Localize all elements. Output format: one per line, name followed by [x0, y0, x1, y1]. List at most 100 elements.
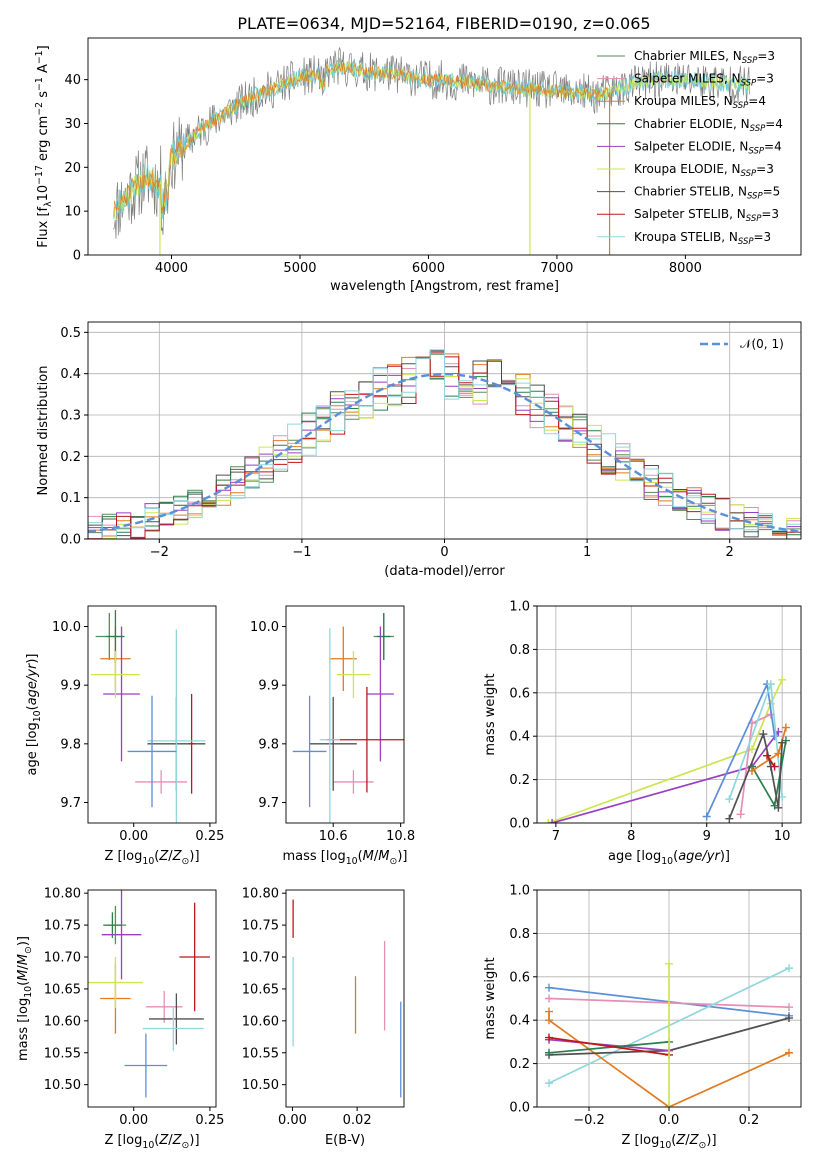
y-tick-label: 10.70 [242, 951, 279, 966]
label-part: ( [25, 705, 40, 710]
y-axis-label: Flux [fλ10−17 erg cm−2 s−1 A−1] [34, 45, 54, 247]
weight-marker [665, 1103, 673, 1107]
x-tick-label: 0.25 [195, 1113, 224, 1128]
y-tick-label: 0.6 [509, 686, 530, 701]
legend-entry: 𝒩(0, 1) [740, 337, 784, 351]
weight-marker [545, 983, 553, 992]
weight-line [548, 1011, 790, 1107]
weight-marker [763, 751, 772, 760]
x-axis-label: Z [log10(Z/Z⊙)] [621, 1133, 716, 1151]
y-tick-label: 10.50 [242, 1078, 279, 1093]
label-part: 10 [659, 1140, 671, 1151]
weight-line [548, 1038, 670, 1052]
weight-marker [770, 732, 779, 741]
legend-entry: Kroupa STELIB, NSSP=3 [634, 230, 771, 247]
weight-marker [725, 814, 734, 823]
y-axis-label: mass [log10(M/M⊙)] [16, 936, 34, 1061]
label-part: Z [log [104, 1133, 142, 1148]
legend-tail: =4 [764, 139, 782, 153]
normal-curve [88, 372, 801, 533]
legend-tail: =5 [763, 185, 781, 199]
label-part: 10 [36, 185, 51, 202]
legend-tail: =4 [765, 117, 783, 131]
y-tick-label: 10.60 [242, 1014, 279, 1029]
legend-label: Salpeter STELIB, N [634, 207, 746, 221]
age-vs-metallicity-panel: 0.00 0.259.79.89.910.0Z [log10(Z/Z⊙)]age … [25, 605, 224, 867]
y-tick-label: 10.75 [242, 919, 279, 934]
axes-frame [285, 889, 405, 1108]
weight-marker [545, 994, 553, 1003]
weight-marker [545, 1079, 553, 1088]
label-part: / [16, 965, 31, 970]
label-part: Z [172, 1133, 183, 1148]
weight-marker [759, 730, 768, 739]
label-part: −17 [34, 165, 45, 185]
x-tick-label: 7 [552, 829, 560, 844]
weight-marker [770, 762, 779, 771]
plot-area [544, 675, 790, 823]
x-tick-label: −0.2 [573, 1113, 605, 1128]
y-tick-label: 10.65 [44, 982, 81, 997]
y-tick-label: 9.9 [258, 679, 279, 694]
legend-entry: Salpeter ELODIE, NSSP=4 [634, 139, 782, 156]
weight-marker [544, 819, 553, 823]
label-part: M [16, 954, 31, 965]
axes-frame [536, 605, 802, 824]
y-tick-label: 0.4 [509, 1014, 530, 1029]
legend-entry: Kroupa MILES, NSSP=4 [634, 94, 766, 111]
label-part: ⊙ [390, 856, 398, 867]
x-tick-label: 8000 [669, 261, 702, 276]
weight-marker [778, 675, 787, 684]
y-tick-label: 1.0 [509, 884, 530, 899]
y-tick-label: 10.0 [52, 620, 81, 635]
y-tick-label: 0.8 [509, 643, 530, 658]
y-tick-label: 0.3 [60, 409, 81, 424]
y-tick-label: 0.5 [60, 326, 81, 341]
legend-tail: =3 [757, 49, 775, 63]
weight-marker [725, 795, 734, 804]
axes-frame [87, 37, 802, 256]
y-tick-label: 10.55 [242, 1046, 279, 1061]
y-tick-label: 9.7 [60, 796, 81, 811]
x-axis-label: Z [log10(Z/Z⊙)] [104, 1133, 199, 1151]
y-tick-label: 9.7 [258, 796, 279, 811]
label-part: )] [189, 849, 199, 864]
x-tick-label: 2 [726, 545, 734, 560]
y-tick-label: 0 [73, 249, 81, 264]
weight-marker [781, 723, 790, 732]
x-axis-label: mass [log10(M/M⊙)] [283, 849, 408, 867]
axes-frame [87, 889, 217, 1108]
y-tick-label: 10.80 [242, 887, 279, 902]
y-axis-label: mass weight [483, 673, 498, 755]
y-tick-label: 0.0 [509, 1101, 530, 1116]
y-tick-label: 0.2 [60, 450, 81, 465]
label-part: )] [706, 1133, 716, 1148]
y-tick-label: 0.2 [509, 1057, 530, 1072]
y-tick-label: 10.70 [44, 951, 81, 966]
label-part: Z [log [104, 849, 142, 864]
plot-area [91, 610, 206, 823]
label-part: / [168, 849, 173, 864]
label-part: s [36, 91, 51, 102]
weight-marker [785, 964, 793, 973]
spectrum-panel: 4000 5000 6000 7000 8000 0 10 20 30 40 wavelength … [34, 37, 802, 294]
x-tick-label: 0.00 [119, 829, 148, 844]
label-part: −1 [34, 50, 45, 64]
label-part: 10 [346, 856, 358, 867]
histogram-step [88, 349, 801, 539]
legend-tail: =4 [748, 94, 766, 108]
legend-tail: =3 [756, 162, 774, 176]
legend-label: Kroupa ELODIE, N [634, 162, 741, 176]
legend-entry: Kroupa ELODIE, NSSP=3 [634, 162, 774, 179]
legend-sub: SSP [746, 214, 762, 224]
y-tick-label: 9.9 [60, 679, 81, 694]
residuals-panel: −2 −1 0 1 2 0.0 0.1 0.2 0.3 0.4 0.5 (data-model)/er… [36, 321, 802, 579]
label-part: / [685, 1133, 690, 1148]
x-tick-label: 7000 [540, 261, 573, 276]
x-tick-label: 10.8 [386, 829, 415, 844]
y-tick-label: 0.1 [60, 491, 81, 506]
weight-line [766, 755, 776, 768]
legend-label: Chabrier STELIB, N [634, 185, 747, 199]
legend-entry: Salpeter STELIB, NSSP=3 [634, 207, 779, 224]
